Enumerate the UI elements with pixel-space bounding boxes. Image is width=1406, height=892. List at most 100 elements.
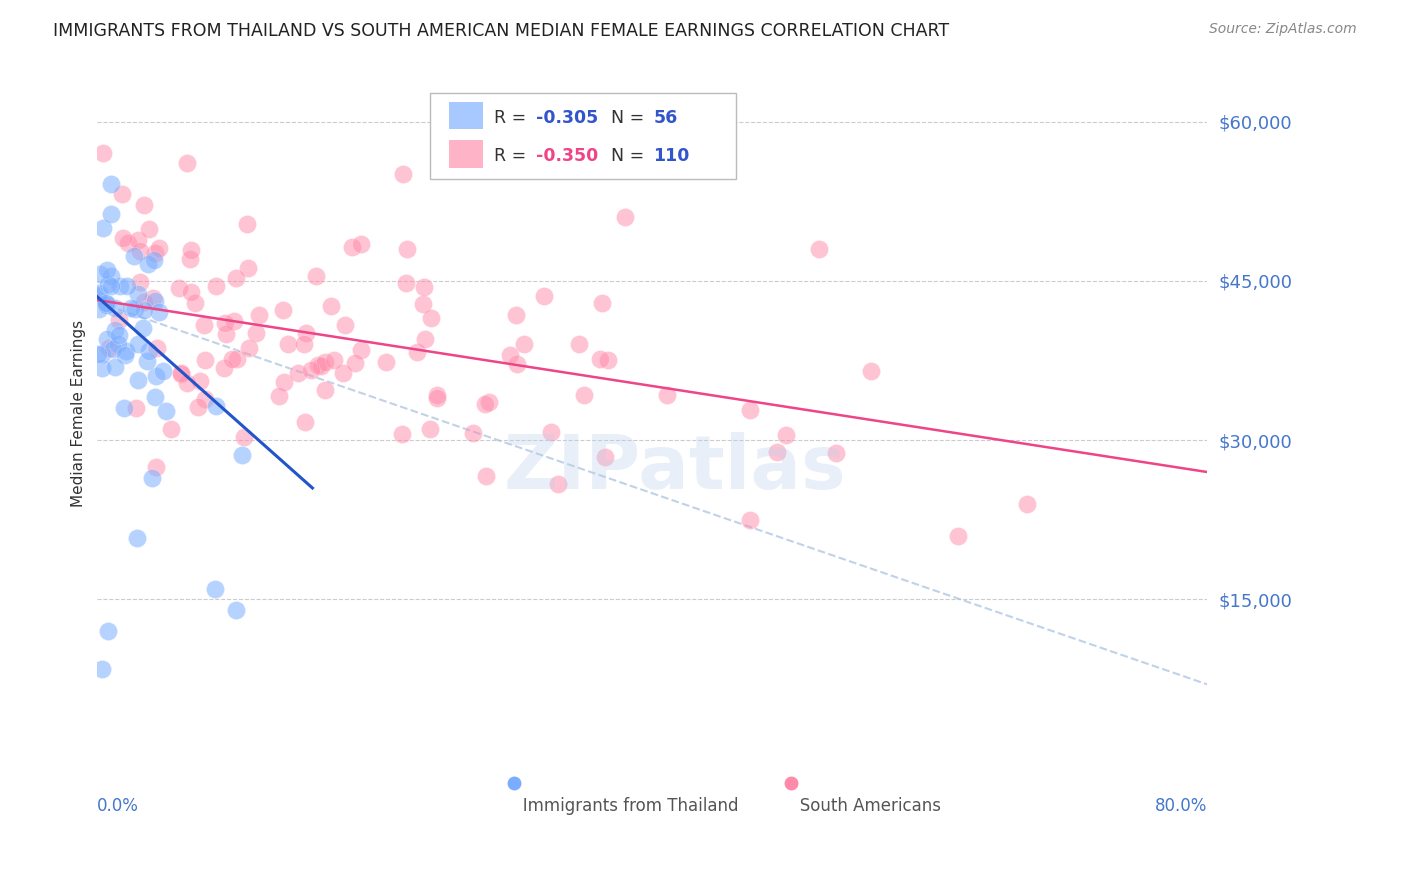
Point bbox=[499, 348, 522, 362]
Point bbox=[124, 302, 146, 317]
Point bbox=[215, 326, 238, 341]
Point bbox=[160, 422, 183, 436]
Point bbox=[100, 207, 122, 221]
Point bbox=[193, 318, 215, 332]
Point bbox=[395, 242, 418, 256]
Point bbox=[98, 341, 121, 355]
Point bbox=[132, 198, 155, 212]
Point bbox=[323, 353, 346, 368]
FancyBboxPatch shape bbox=[430, 93, 735, 179]
Point bbox=[205, 278, 228, 293]
Point bbox=[332, 367, 354, 381]
Point bbox=[292, 336, 315, 351]
Point bbox=[145, 369, 167, 384]
Point bbox=[135, 354, 157, 368]
Point bbox=[91, 360, 114, 375]
Point bbox=[112, 231, 135, 245]
Point bbox=[235, 217, 257, 231]
Point bbox=[194, 392, 217, 407]
Point bbox=[96, 297, 118, 311]
Text: N =: N = bbox=[612, 146, 650, 165]
Text: ZIPatlas: ZIPatlas bbox=[503, 433, 846, 506]
Point bbox=[505, 357, 527, 371]
Point bbox=[194, 353, 217, 368]
Point bbox=[115, 279, 138, 293]
Point bbox=[335, 318, 357, 333]
Point bbox=[419, 311, 441, 326]
Point bbox=[825, 446, 848, 460]
Point bbox=[169, 367, 191, 381]
Point bbox=[738, 513, 761, 527]
Point bbox=[148, 241, 170, 255]
Point bbox=[309, 359, 332, 373]
Point bbox=[475, 469, 498, 483]
Text: Immigrants from Thailand: Immigrants from Thailand bbox=[486, 797, 738, 814]
Point bbox=[129, 244, 152, 258]
Point bbox=[108, 279, 131, 293]
Point bbox=[589, 351, 612, 366]
Point bbox=[205, 399, 228, 413]
Point bbox=[314, 355, 336, 369]
Point bbox=[97, 624, 120, 639]
Point bbox=[593, 450, 616, 465]
Text: -0.305: -0.305 bbox=[536, 110, 598, 128]
Point bbox=[97, 277, 120, 291]
Point bbox=[100, 177, 122, 191]
Point bbox=[657, 388, 679, 402]
Point bbox=[512, 336, 534, 351]
Point bbox=[104, 360, 127, 375]
Point bbox=[236, 261, 259, 276]
Text: 0.0%: 0.0% bbox=[97, 797, 139, 814]
Point bbox=[108, 327, 131, 342]
Point bbox=[107, 313, 129, 327]
Point bbox=[100, 269, 122, 284]
Point bbox=[136, 256, 159, 270]
Point bbox=[807, 242, 830, 256]
Point bbox=[406, 345, 429, 359]
Point bbox=[188, 374, 211, 388]
Point bbox=[148, 305, 170, 319]
Point bbox=[142, 291, 165, 305]
Point bbox=[128, 275, 150, 289]
Point bbox=[94, 295, 117, 310]
Point bbox=[96, 298, 118, 312]
Point bbox=[572, 388, 595, 402]
Point bbox=[314, 383, 336, 397]
Point bbox=[304, 269, 326, 284]
Point bbox=[145, 460, 167, 475]
Point bbox=[184, 295, 207, 310]
Text: South Americans: South Americans bbox=[763, 797, 942, 814]
Point bbox=[87, 287, 110, 301]
Point bbox=[775, 428, 797, 442]
Point bbox=[212, 360, 235, 375]
Point bbox=[115, 344, 138, 359]
Point bbox=[112, 401, 135, 415]
Point bbox=[138, 343, 160, 358]
Point bbox=[143, 390, 166, 404]
Point bbox=[127, 373, 149, 387]
Point bbox=[343, 356, 366, 370]
Point bbox=[91, 347, 114, 361]
Point bbox=[96, 263, 118, 277]
Bar bbox=[450, 140, 482, 168]
Point bbox=[568, 337, 591, 351]
Point bbox=[89, 268, 111, 282]
Point bbox=[141, 471, 163, 485]
Point bbox=[247, 308, 270, 322]
Text: 56: 56 bbox=[654, 110, 678, 128]
Point bbox=[167, 281, 190, 295]
Point bbox=[225, 352, 247, 367]
Point bbox=[766, 445, 789, 459]
Y-axis label: Median Female Earnings: Median Female Earnings bbox=[72, 320, 86, 508]
Point bbox=[145, 342, 167, 356]
Point bbox=[547, 476, 569, 491]
Point bbox=[301, 363, 323, 377]
Point bbox=[155, 403, 177, 417]
Point bbox=[91, 146, 114, 161]
Point bbox=[132, 302, 155, 317]
Point bbox=[111, 186, 134, 201]
Point bbox=[596, 353, 619, 368]
Point bbox=[412, 280, 434, 294]
Point bbox=[132, 321, 155, 335]
Point bbox=[117, 236, 139, 251]
